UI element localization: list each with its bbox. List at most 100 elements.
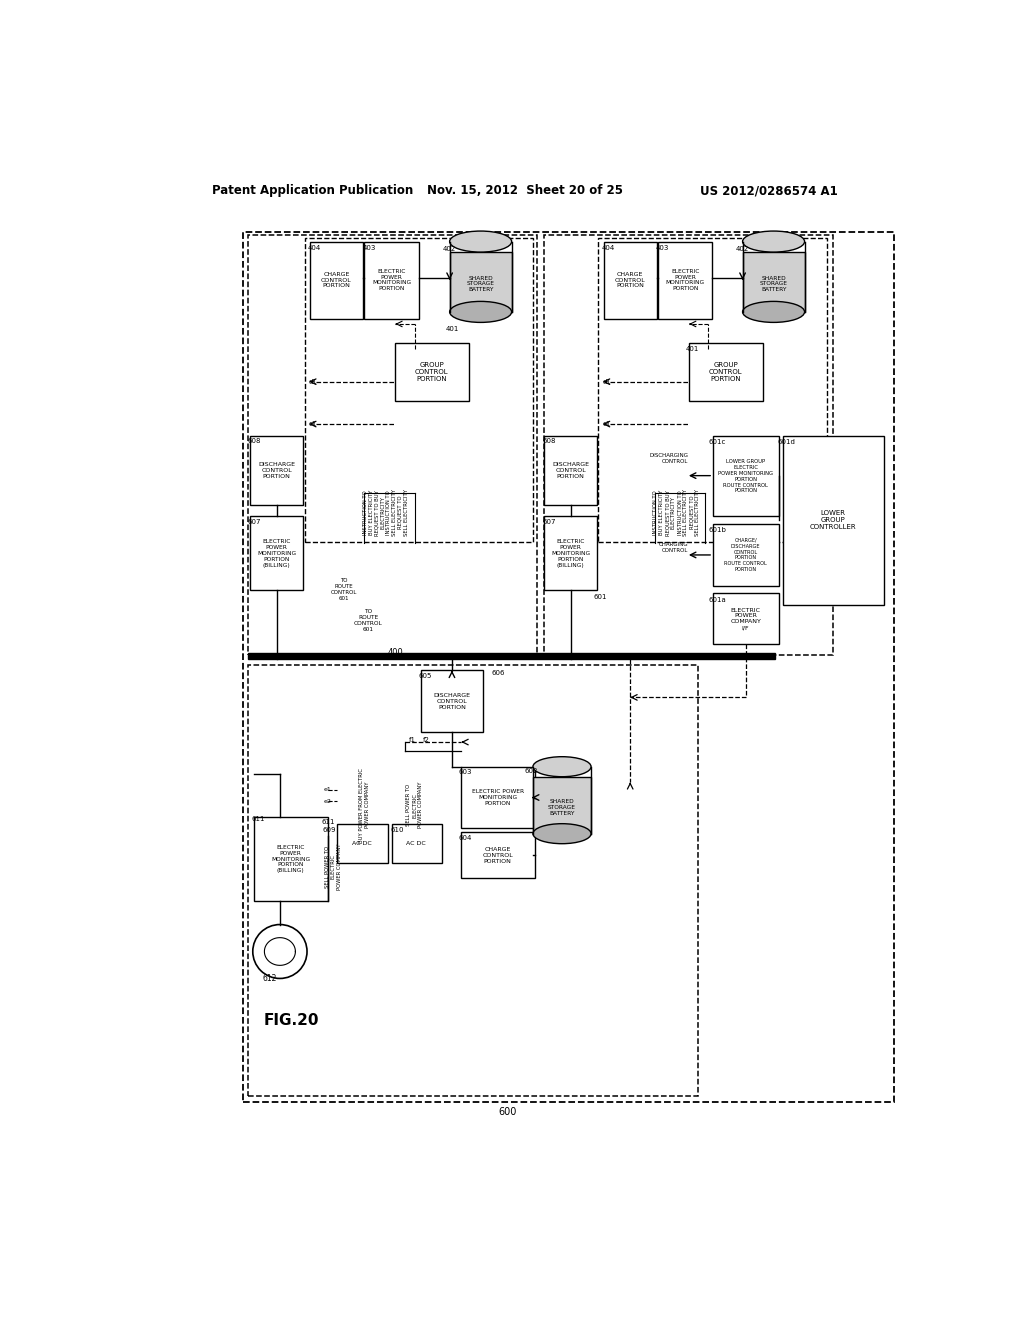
Text: AC DC: AC DC xyxy=(407,841,426,846)
Text: GROUP
CONTROL
PORTION: GROUP CONTROL PORTION xyxy=(415,363,449,383)
Bar xyxy=(248,653,775,659)
Text: 404: 404 xyxy=(602,244,615,251)
Text: DISCHARGE
CONTROL
PORTION: DISCHARGE CONTROL PORTION xyxy=(258,462,295,479)
Text: LOWER GROUP
ELECTRIC
POWER MONITORING
PORTION
ROUTE CONTROL
PORTION: LOWER GROUP ELECTRIC POWER MONITORING PO… xyxy=(718,459,773,494)
Bar xyxy=(248,665,697,1096)
Text: ELECTRIC
POWER
MONITORING
PORTION
(BILLING): ELECTRIC POWER MONITORING PORTION (BILLI… xyxy=(551,540,590,568)
Text: REQUEST TO BUY
ELECTRICITY: REQUEST TO BUY ELECTRICITY xyxy=(375,490,385,536)
Ellipse shape xyxy=(742,231,805,252)
Text: CHARGING
CONTROL: CHARGING CONTROL xyxy=(658,541,688,553)
Bar xyxy=(310,242,362,318)
Text: SELL POWER TO
ELECTRIC
POWER COMPANY: SELL POWER TO ELECTRIC POWER COMPANY xyxy=(407,781,423,829)
Bar xyxy=(598,238,827,543)
Text: US 2012/0286574 A1: US 2012/0286574 A1 xyxy=(700,185,838,197)
Text: e2: e2 xyxy=(324,799,331,804)
Text: REQUEST TO
SELL ELECTRICITY: REQUEST TO SELL ELECTRICITY xyxy=(689,490,700,536)
Text: 608: 608 xyxy=(248,438,261,444)
Bar xyxy=(783,436,884,605)
Text: d1: d1 xyxy=(308,379,317,384)
Text: 601: 601 xyxy=(593,594,607,601)
Text: 611: 611 xyxy=(322,820,335,825)
Text: c1: c1 xyxy=(602,421,610,428)
Bar xyxy=(337,825,388,863)
Ellipse shape xyxy=(742,301,805,322)
Text: CHARGE
CONTROL
PORTION: CHARGE CONTROL PORTION xyxy=(322,272,352,288)
Text: ELECTRIC
POWER
COMPANY
I/F: ELECTRIC POWER COMPANY I/F xyxy=(730,607,761,630)
Text: DISCHARGING
CONTROL: DISCHARGING CONTROL xyxy=(649,453,688,465)
Text: INSTRUCTION TO
BUY ELECTRICITY: INSTRUCTION TO BUY ELECTRICITY xyxy=(362,490,374,536)
Text: f2: f2 xyxy=(423,737,430,743)
Bar xyxy=(395,343,469,401)
Text: 402: 402 xyxy=(443,247,457,252)
Bar xyxy=(461,832,535,878)
Text: DISCHARGE
CONTROL
PORTION: DISCHARGE CONTROL PORTION xyxy=(433,693,470,710)
Bar xyxy=(365,242,419,318)
Bar xyxy=(742,252,805,312)
Text: c1: c1 xyxy=(308,421,317,428)
Text: DISCHARGE
CONTROL
PORTION: DISCHARGE CONTROL PORTION xyxy=(552,462,589,479)
Bar xyxy=(713,524,779,586)
Bar xyxy=(532,776,591,834)
Text: ELECTRIC
POWER
MONITORING
PORTION: ELECTRIC POWER MONITORING PORTION xyxy=(372,269,411,292)
Text: 610: 610 xyxy=(391,826,404,833)
Bar xyxy=(544,235,834,655)
Text: FIG.20: FIG.20 xyxy=(263,1014,319,1028)
Text: INSTRUCTION TO
SELL ELECTRICITY: INSTRUCTION TO SELL ELECTRICITY xyxy=(678,490,688,536)
Text: REQUEST TO BUY
ELECTRICITY: REQUEST TO BUY ELECTRICITY xyxy=(666,490,676,536)
Text: 612: 612 xyxy=(262,974,278,983)
Text: SELL POWER TO
ELECTRIC
POWER COMPANY: SELL POWER TO ELECTRIC POWER COMPANY xyxy=(325,843,342,890)
Text: 601d: 601d xyxy=(778,438,796,445)
Bar xyxy=(421,671,483,733)
Text: 604: 604 xyxy=(459,834,472,841)
Text: INSTRUCTION TO
BUY ELECTRICITY: INSTRUCTION TO BUY ELECTRICITY xyxy=(653,490,665,536)
Text: 601b: 601b xyxy=(708,527,726,533)
Text: 605: 605 xyxy=(418,673,431,678)
Text: 606: 606 xyxy=(492,669,505,676)
Ellipse shape xyxy=(532,756,591,776)
Text: ELECTRIC
POWER
MONITORING
PORTION: ELECTRIC POWER MONITORING PORTION xyxy=(666,269,705,292)
Text: SHARED
STORAGE
BATTERY: SHARED STORAGE BATTERY xyxy=(548,799,575,816)
Text: 601c: 601c xyxy=(709,438,726,445)
Bar xyxy=(658,242,713,318)
Text: f1: f1 xyxy=(409,737,416,743)
Text: REQUEST TO
SELL ELECTRICITY: REQUEST TO SELL ELECTRICITY xyxy=(397,490,409,536)
Bar xyxy=(689,343,763,401)
Text: 403: 403 xyxy=(656,244,670,251)
Text: LOWER
GROUP
CONTROLLER: LOWER GROUP CONTROLLER xyxy=(810,511,856,531)
Text: 402: 402 xyxy=(736,247,750,252)
Bar xyxy=(248,235,538,655)
Text: ELECTRIC POWER
MONITORING
PORTION: ELECTRIC POWER MONITORING PORTION xyxy=(472,789,523,805)
Text: CHARGE
CONTROL
PORTION: CHARGE CONTROL PORTION xyxy=(614,272,645,288)
Bar xyxy=(251,516,303,590)
Text: Patent Application Publication: Patent Application Publication xyxy=(212,185,413,197)
Bar xyxy=(544,516,597,590)
Bar xyxy=(450,252,512,312)
Text: CHARGE/
DISCHARGE
CONTROL
PORTION
ROUTE CONTROL
PORTION: CHARGE/ DISCHARGE CONTROL PORTION ROUTE … xyxy=(724,539,767,572)
Bar xyxy=(391,825,442,863)
Text: 400: 400 xyxy=(387,648,403,657)
Text: TO
ROUTE
CONTROL
601: TO ROUTE CONTROL 601 xyxy=(354,610,383,631)
Text: 601a: 601a xyxy=(709,597,726,603)
Bar xyxy=(713,436,779,516)
Bar xyxy=(604,242,656,318)
Circle shape xyxy=(253,924,307,978)
Text: 401: 401 xyxy=(445,326,459,331)
Text: 609: 609 xyxy=(323,826,336,833)
Text: TO
ROUTE
CONTROL
601: TO ROUTE CONTROL 601 xyxy=(331,578,356,601)
Bar xyxy=(254,817,328,902)
Ellipse shape xyxy=(450,301,512,322)
Text: d1: d1 xyxy=(602,379,611,384)
Ellipse shape xyxy=(450,231,512,252)
Bar xyxy=(461,767,535,829)
Text: 404: 404 xyxy=(308,244,322,251)
Text: 602: 602 xyxy=(524,767,538,774)
Text: 401: 401 xyxy=(685,346,699,352)
Text: 607: 607 xyxy=(542,519,556,525)
Bar xyxy=(243,231,894,1102)
Text: 600: 600 xyxy=(499,1106,517,1117)
Text: AC DC: AC DC xyxy=(352,841,372,846)
Text: SHARED
STORAGE
BATTERY: SHARED STORAGE BATTERY xyxy=(760,276,787,292)
Bar xyxy=(713,594,779,644)
Bar xyxy=(544,436,597,506)
Bar xyxy=(305,238,534,543)
